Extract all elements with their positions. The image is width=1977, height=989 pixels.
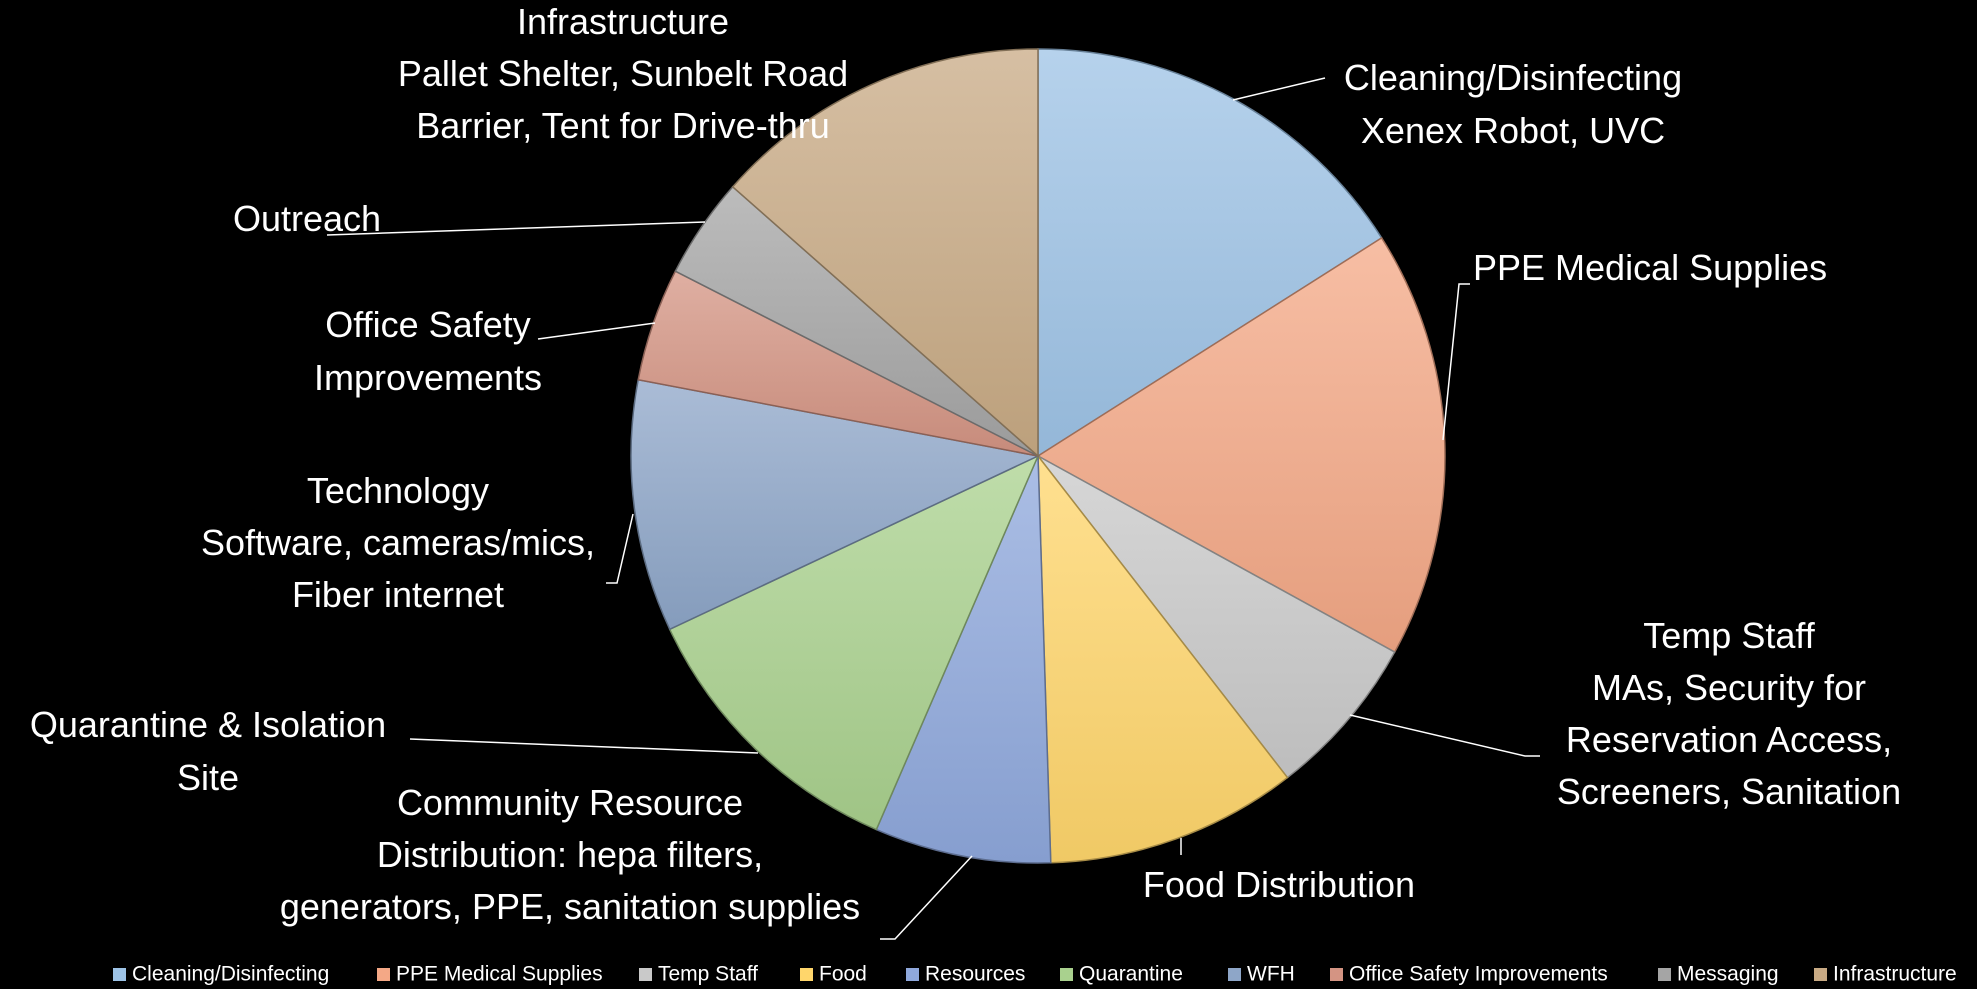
pie-slice-infrastructure	[731, 48, 1039, 458]
legend-label: WFH	[1247, 963, 1295, 986]
legend-label: Cleaning/Disinfecting	[132, 963, 329, 986]
pie-slice-resources	[875, 455, 1052, 864]
data-label-messaging: Outreach	[233, 198, 381, 239]
pie-slices	[630, 48, 1446, 864]
leader-line-messaging	[326, 221, 706, 236]
pie-slice-wfh	[630, 378, 1041, 631]
leader-line-temp-staff	[1349, 714, 1540, 757]
legend-label: PPE Medical Supplies	[396, 963, 603, 986]
legend-entry-food: Food	[800, 963, 867, 986]
pie-slice-food	[1037, 453, 1289, 864]
legend-label: Messaging	[1677, 963, 1779, 986]
pie-slice-temp-staff	[1037, 455, 1396, 779]
legend-swatch	[906, 968, 919, 981]
legend-label: Temp Staff	[658, 963, 758, 986]
legend-entry-wfh: WFH	[1228, 963, 1295, 986]
legend: Cleaning/Disinfecting PPE Medical Supplie…	[113, 963, 1957, 986]
legend-entry-infrastructure: Infrastructure	[1814, 963, 1957, 986]
leader-line-office-safety-improvements	[537, 322, 656, 340]
data-label-infrastructure: Infrastructure Pallet Shelter, Sunbelt Ro…	[398, 1, 848, 146]
leader-line-ppe-medical-supplies	[1442, 283, 1470, 441]
legend-label: Office Safety Improvements	[1349, 963, 1608, 986]
data-labels: Cleaning/Disinfecting Xenex Robot, UVC PPE…	[30, 1, 1901, 927]
legend-entry-temp-staff: Temp Staff	[639, 963, 758, 986]
data-label-resources: Community Resource Distribution: hepa fil…	[280, 782, 860, 927]
legend-swatch	[377, 968, 390, 981]
legend-label: Food	[819, 963, 867, 986]
leader-lines	[326, 77, 1540, 940]
legend-swatch	[1814, 968, 1827, 981]
legend-entry-messaging: Messaging	[1658, 963, 1779, 986]
legend-swatch	[639, 968, 652, 981]
legend-swatch	[1658, 968, 1671, 981]
pie-slice-ppe-medical-supplies	[1036, 236, 1446, 654]
data-label-food: Food Distribution	[1143, 864, 1415, 905]
legend-entry-cleaning-disinfecting: Cleaning/Disinfecting	[113, 963, 329, 986]
leader-line-quarantine	[409, 738, 759, 754]
leader-line-wfh	[606, 513, 634, 584]
legend-swatch	[800, 968, 813, 981]
legend-entry-quarantine: Quarantine	[1060, 963, 1183, 986]
legend-entry-office-safety-improvements: Office Safety Improvements	[1330, 963, 1608, 986]
data-label-wfh: Technology Software, cameras/mics, Fiber i…	[201, 470, 595, 615]
legend-label: Quarantine	[1079, 963, 1183, 986]
legend-swatch	[1330, 968, 1343, 981]
legend-label: Infrastructure	[1833, 963, 1957, 986]
legend-entry-resources: Resources	[906, 963, 1025, 986]
legend-swatch	[113, 968, 126, 981]
legend-swatch	[1060, 968, 1073, 981]
data-label-quarantine: Quarantine & Isolation Site	[30, 704, 386, 798]
legend-entry-ppe-medical-supplies: PPE Medical Supplies	[377, 963, 603, 986]
data-label-temp-staff: Temp Staff MAs, Security for Reservation A…	[1557, 615, 1901, 812]
leader-line-cleaning-disinfecting	[1232, 77, 1326, 101]
data-label-ppe-medical-supplies: PPE Medical Supplies	[1473, 247, 1827, 288]
data-label-cleaning-disinfecting: Cleaning/Disinfecting Xenex Robot, UVC	[1344, 57, 1682, 151]
leader-line-resources	[880, 855, 973, 940]
data-label-office-safety-improvements: Office Safety Improvements	[314, 304, 542, 398]
legend-label: Resources	[925, 963, 1025, 986]
legend-swatch	[1228, 968, 1241, 981]
pie-slice-quarantine	[668, 454, 1040, 831]
